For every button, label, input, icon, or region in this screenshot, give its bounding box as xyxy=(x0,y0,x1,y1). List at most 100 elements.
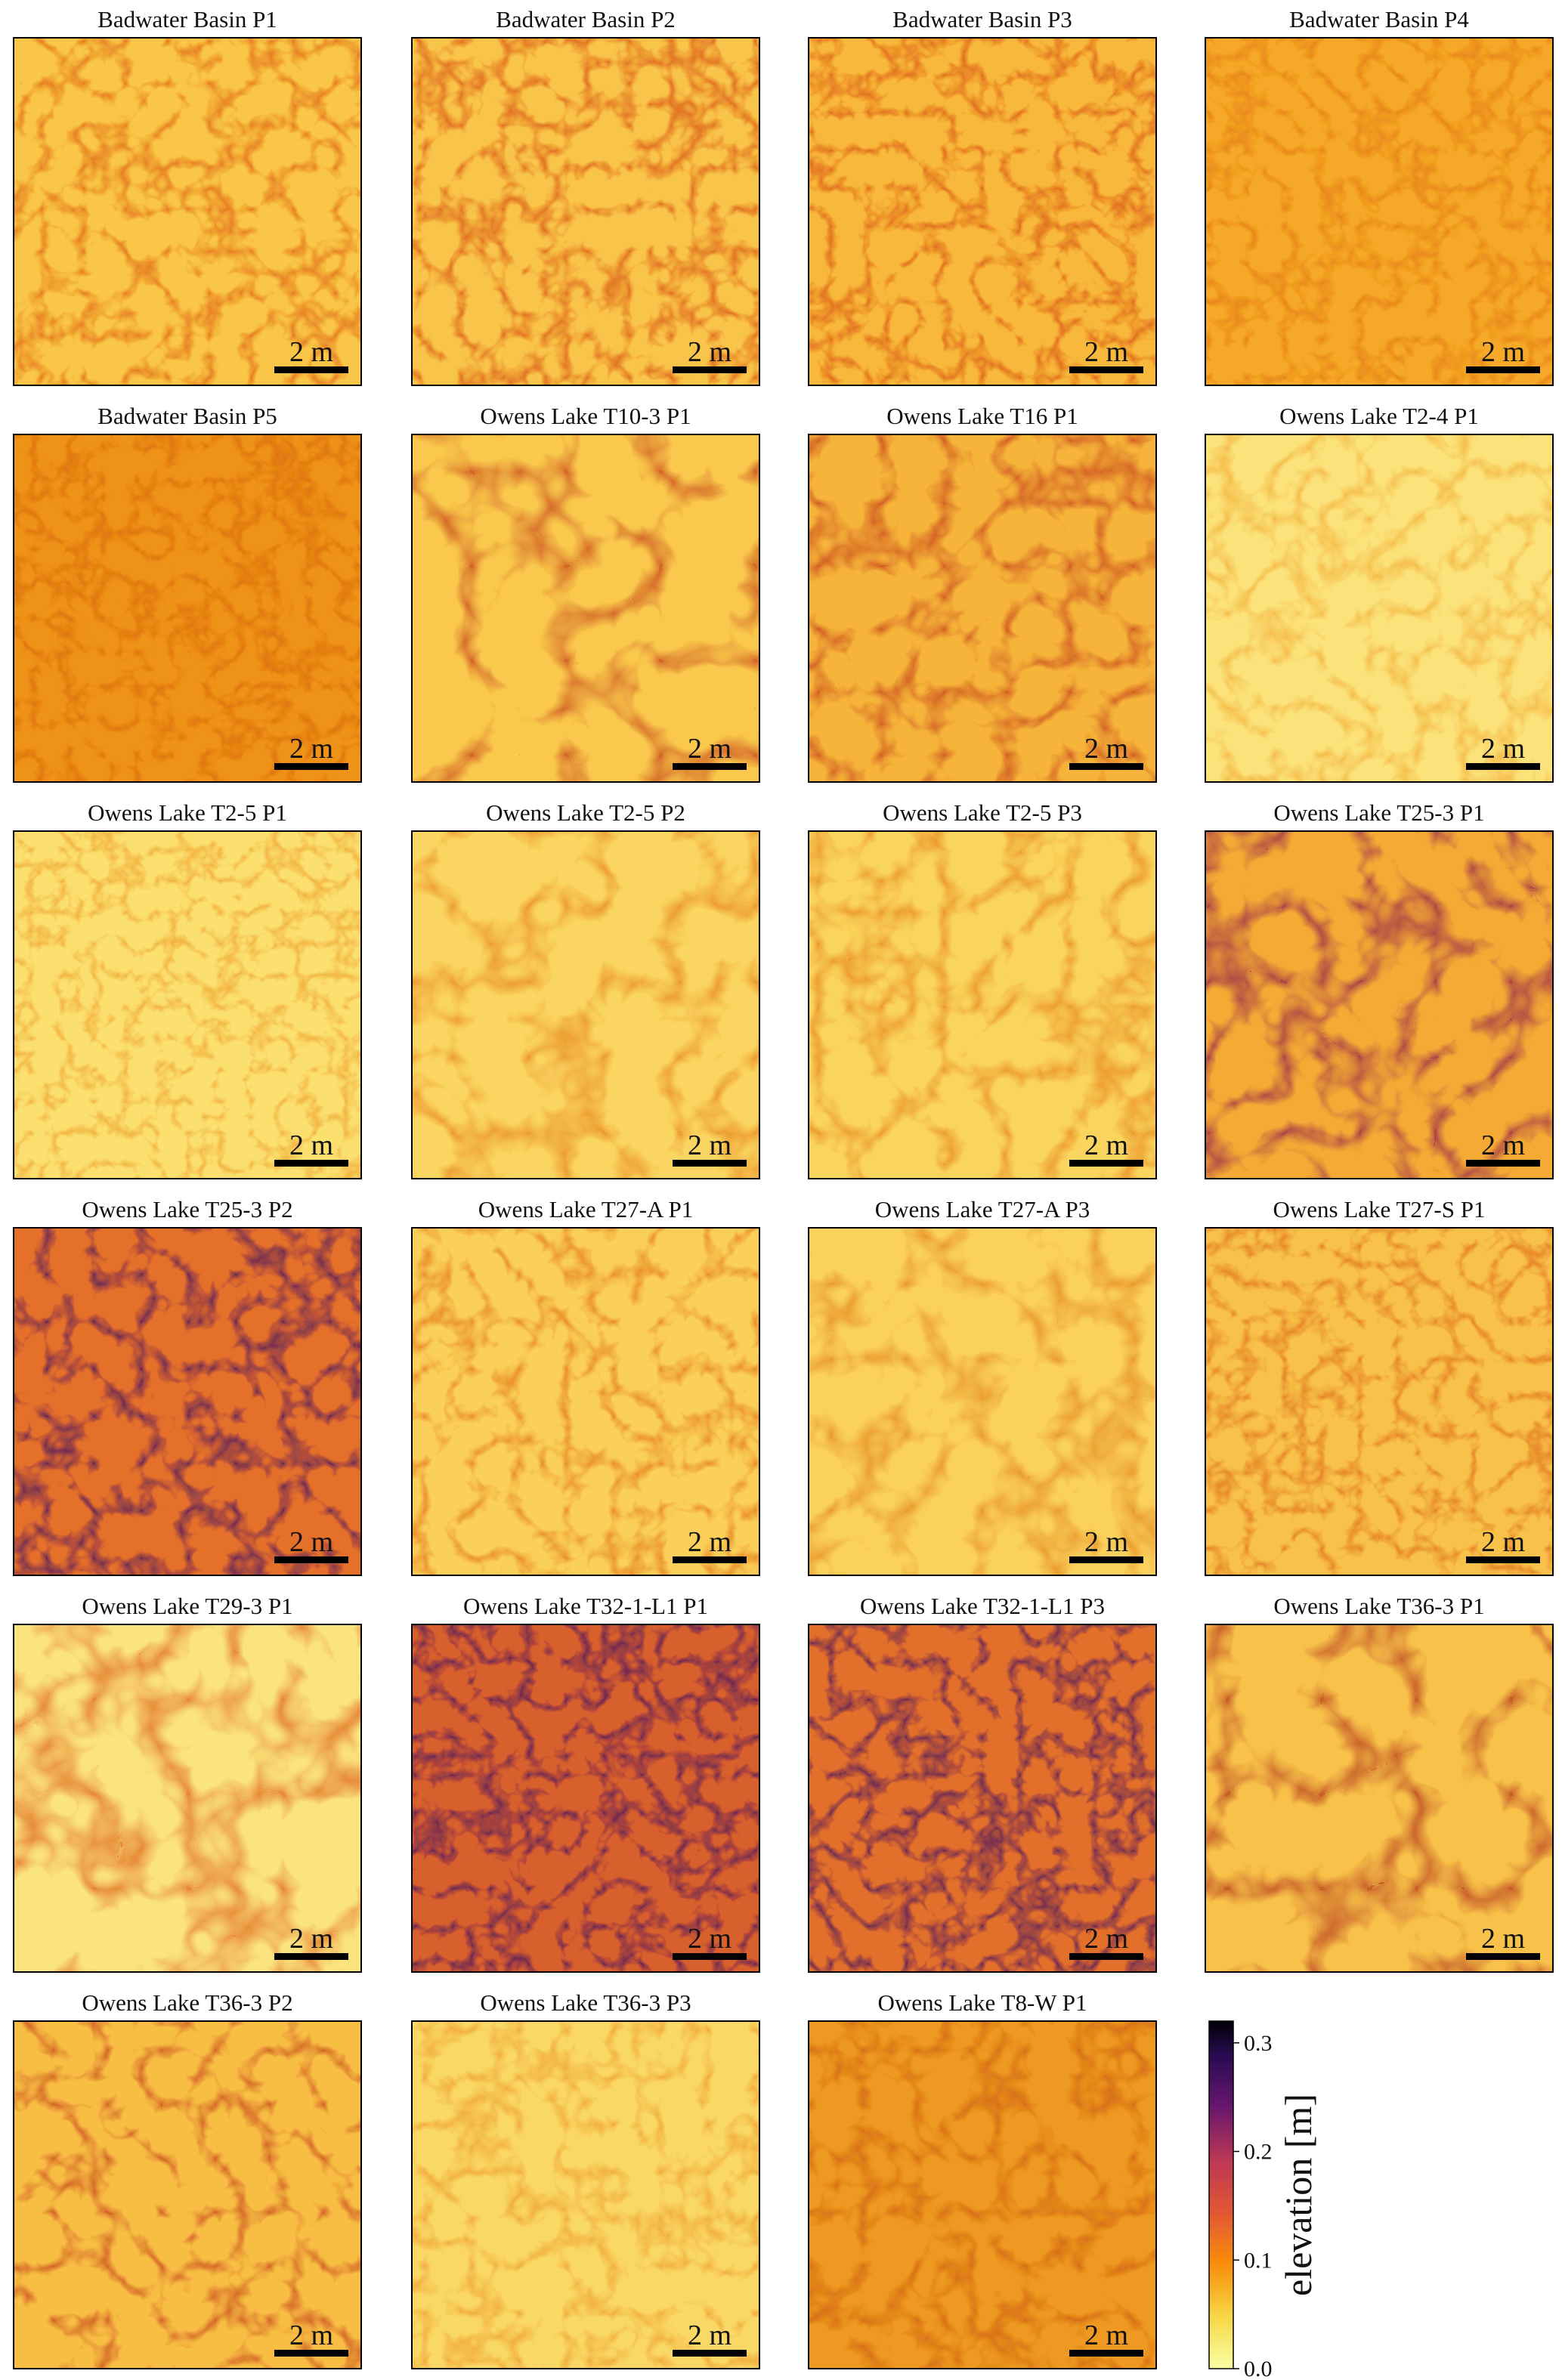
elevation-texture xyxy=(14,831,361,1179)
scale-bar xyxy=(673,1160,747,1167)
scale-bar-label: 2 m xyxy=(289,2320,333,2351)
panel-frame xyxy=(808,434,1157,783)
panel: Owens Lake T2-5 P3 2 m xyxy=(808,799,1157,1179)
colorbar-tick-label: 0.1 xyxy=(1244,2248,1273,2273)
elevation-texture xyxy=(412,831,759,1179)
panel-title: Owens Lake T25-3 P2 xyxy=(82,1196,292,1222)
colorbar-tick-label: 0.0 xyxy=(1244,2357,1273,2380)
panel-frame xyxy=(411,1227,760,1576)
scale-bar xyxy=(1069,763,1143,770)
panel-grid: Badwater Basin P1 2 m Badwater Basin P2 2 m… xyxy=(13,6,1554,2369)
scale-bar xyxy=(1069,1953,1143,1960)
elevation-texture xyxy=(14,434,361,782)
panel-title: Badwater Basin P2 xyxy=(496,6,676,32)
scale-bar-label: 2 m xyxy=(1481,1923,1525,1955)
panel-title: Owens Lake T36-3 P3 xyxy=(480,1989,691,2016)
panel: Badwater Basin P2 2 m xyxy=(411,6,760,386)
scale-bar-label: 2 m xyxy=(1084,1923,1128,1955)
elevation-texture xyxy=(14,1624,361,1972)
elevation-texture xyxy=(1205,831,1553,1179)
elevation-texture xyxy=(412,2021,759,2369)
scale-bar xyxy=(1069,1556,1143,1563)
panel-title: Badwater Basin P4 xyxy=(1289,6,1469,32)
scale-bar-label: 2 m xyxy=(289,1526,333,1558)
panel-frame xyxy=(411,1624,760,1973)
panel: Owens Lake T25-3 P1 2 m xyxy=(1205,799,1554,1179)
panel-title: Owens Lake T2-5 P2 xyxy=(486,799,685,826)
panel: Owens Lake T36-3 P1 2 m xyxy=(1205,1593,1554,1973)
scale-bar-label: 2 m xyxy=(1084,1526,1128,1558)
elevation-texture xyxy=(412,1624,759,1972)
elevation-texture xyxy=(1205,1228,1553,1575)
scale-bar xyxy=(1466,1556,1540,1563)
scale-bar-label: 2 m xyxy=(688,336,732,368)
panel: Badwater Basin P5 2 m xyxy=(13,403,362,783)
scale-bar xyxy=(274,1953,348,1960)
scale-bar xyxy=(274,366,348,373)
elevation-texture xyxy=(412,38,759,385)
colorbar-label: elevation [m] xyxy=(1277,2094,1319,2296)
panel-frame xyxy=(808,1227,1157,1576)
panel: Owens Lake T27-A P1 2 m xyxy=(411,1196,760,1576)
panel-title: Owens Lake T8-W P1 xyxy=(878,1989,1087,2016)
panel-title: Owens Lake T36-3 P2 xyxy=(82,1989,292,2016)
scale-bar-label: 2 m xyxy=(1084,336,1128,368)
panel-title: Owens Lake T27-A P3 xyxy=(875,1196,1090,1222)
colorbar-gradient xyxy=(1208,2020,1234,2369)
scale-bar xyxy=(274,1556,348,1563)
panel-frame xyxy=(411,434,760,783)
panel-frame xyxy=(808,830,1157,1179)
elevation-texture xyxy=(14,2021,361,2369)
scale-bar xyxy=(673,2350,747,2357)
panel-frame xyxy=(411,830,760,1179)
scale-bar xyxy=(274,763,348,770)
scale-bar xyxy=(1069,1160,1143,1167)
panel: Badwater Basin P3 2 m xyxy=(808,6,1157,386)
colorbar: 0.0 0.1 0.2 0.3 elevation [m] xyxy=(1208,2020,1319,2380)
panel-frame xyxy=(808,2020,1157,2369)
scale-bar-label: 2 m xyxy=(688,1130,732,1161)
elevation-texture xyxy=(809,38,1156,385)
scale-bar xyxy=(1466,1160,1540,1167)
scale-bar xyxy=(1069,366,1143,373)
panel-title: Owens Lake T2-4 P1 xyxy=(1279,403,1479,429)
panel-frame xyxy=(1205,830,1554,1179)
panel: Owens Lake T36-3 P2 2 m xyxy=(13,1989,362,2369)
elevation-texture xyxy=(412,1228,759,1575)
panel: Owens Lake T2-5 P2 2 m xyxy=(411,799,760,1179)
scale-bar xyxy=(673,1953,747,1960)
colorbar-tick-label: 0.2 xyxy=(1244,2140,1273,2165)
panel: Owens Lake T8-W P1 2 m xyxy=(808,1989,1157,2369)
colorbar-tick-label: 0.3 xyxy=(1244,2031,1273,2056)
panel-frame xyxy=(13,37,362,386)
panel-frame xyxy=(13,1624,362,1973)
panel-frame xyxy=(411,2020,760,2369)
scale-bar-label: 2 m xyxy=(1084,733,1128,765)
scale-bar xyxy=(274,1160,348,1167)
scale-bar xyxy=(1466,763,1540,770)
panel-title: Owens Lake T32-1-L1 P3 xyxy=(860,1593,1105,1619)
panel: Owens Lake T32-1-L1 P3 2 m xyxy=(808,1593,1157,1973)
panel-title: Owens Lake T16 P1 xyxy=(886,403,1078,429)
elevation-texture xyxy=(1205,38,1553,385)
panel: Owens Lake T25-3 P2 2 m xyxy=(13,1196,362,1576)
panel: Badwater Basin P1 2 m xyxy=(13,6,362,386)
elevation-texture xyxy=(14,1228,361,1575)
elevation-texture xyxy=(809,831,1156,1179)
scale-bar-label: 2 m xyxy=(1084,2320,1128,2351)
elevation-texture xyxy=(809,434,1156,782)
scale-bar xyxy=(673,366,747,373)
scale-bar-label: 2 m xyxy=(1481,336,1525,368)
panel-title: Owens Lake T2-5 P3 xyxy=(883,799,1082,826)
panel-title: Badwater Basin P3 xyxy=(892,6,1072,32)
scale-bar-label: 2 m xyxy=(289,733,333,765)
panel-frame xyxy=(1205,1227,1554,1576)
panel-title: Owens Lake T2-5 P1 xyxy=(88,799,287,826)
panel: Owens Lake T36-3 P3 2 m xyxy=(411,1989,760,2369)
scale-bar-label: 2 m xyxy=(1481,733,1525,765)
panel-title: Owens Lake T27-S P1 xyxy=(1273,1196,1486,1222)
elevation-texture xyxy=(809,1228,1156,1575)
panel-frame xyxy=(13,434,362,783)
panel: Owens Lake T29-3 P1 2 m xyxy=(13,1593,362,1973)
panel: Owens Lake T2-4 P1 2 m xyxy=(1205,403,1554,783)
